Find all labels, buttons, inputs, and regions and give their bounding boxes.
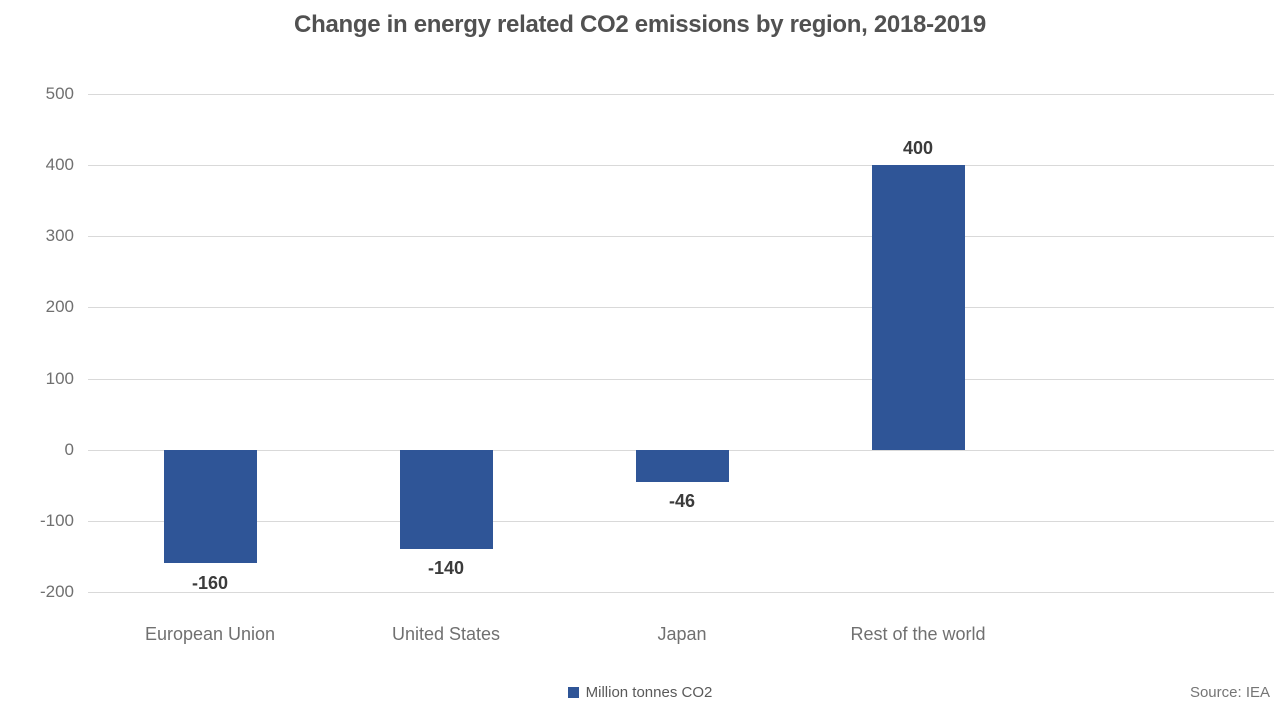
y-tick-label-500: 500 — [45, 84, 74, 103]
legend-swatch-icon — [567, 687, 579, 698]
y-tick-label-300: 300 — [45, 226, 74, 246]
bar-rest-of-the-world — [871, 165, 965, 450]
data-label-united-states: -140 — [427, 558, 465, 579]
gridline-400 — [88, 165, 1274, 167]
y-tick-label--100: -100 — [39, 510, 74, 530]
plot-area: -160 -140 -46 400 — [88, 94, 1274, 593]
chart-title: Change in energy related CO2 emissions b… — [294, 11, 986, 38]
gridline--200 — [88, 592, 1274, 593]
x-tick-label-european-union: European Union — [144, 624, 276, 644]
y-tick-label-200: 200 — [45, 297, 74, 317]
y-axis: 500 400 300 200 100 0 -100 -200 — [0, 84, 74, 601]
bar-united-states — [399, 449, 493, 550]
source-note: Source: IEA — [1189, 684, 1270, 701]
x-tick-label-rest-of-the-world: Rest of the world — [850, 624, 986, 644]
gridline-200 — [88, 307, 1274, 309]
y-tick-label-400: 400 — [45, 155, 74, 175]
bar-japan — [635, 449, 729, 483]
y-tick-label-0: 0 — [64, 439, 74, 459]
x-tick-label-japan: Japan — [657, 624, 707, 644]
y-tick-label--200: -200 — [39, 582, 74, 601]
data-label-rest-of-the-world: 400 — [902, 138, 934, 159]
y-tick-label-100: 100 — [45, 368, 74, 388]
data-label-japan: -46 — [668, 491, 696, 512]
bar-european-union — [163, 449, 257, 564]
gridline--100 — [88, 520, 1274, 522]
legend-label: Million tonnes CO2 — [585, 684, 713, 701]
legend: Million tonnes CO2 — [0, 684, 1280, 701]
gridline-300 — [88, 236, 1274, 238]
gridline-100 — [88, 378, 1274, 380]
data-label-european-union: -160 — [191, 572, 229, 593]
x-tick-label-united-states: United States — [391, 624, 501, 644]
x-axis: European Union United States Japan Rest of … — [88, 624, 1274, 652]
gridline-500 — [88, 94, 1274, 95]
